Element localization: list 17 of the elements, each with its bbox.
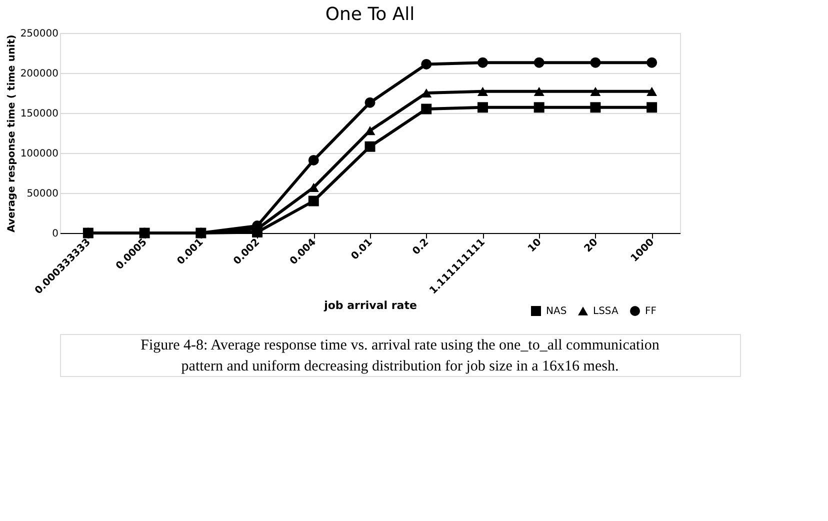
y-tick-label: 200000 [20, 68, 58, 80]
caption: Figure 4-8: Average response time vs. arrival rate using the one_to_all communication [140, 338, 660, 354]
legend-label: FF [645, 306, 657, 317]
x-tick-label: 10 [526, 236, 544, 255]
y-tick-label: 100000 [20, 148, 58, 160]
x-axis-title: job arrival rate [323, 298, 417, 312]
text: pattern and uniform decreasing distribution for job size in a 16x16 mesh. [181, 358, 619, 374]
x-tick-label: 0.2 [410, 236, 432, 258]
y-tick-label: 150000 [20, 108, 58, 120]
y-tick-label: 250000 [20, 28, 58, 40]
y-axis-title: Average response time ( time unit) [6, 34, 18, 232]
y-tick-label: 0 [52, 228, 58, 240]
y-tick-label: 50000 [26, 188, 58, 200]
chart-title: One To All [325, 4, 415, 25]
legend-label: LSSA [593, 306, 618, 317]
x-tick-label: 20 [582, 236, 600, 255]
legend-label: NAS [546, 306, 567, 317]
